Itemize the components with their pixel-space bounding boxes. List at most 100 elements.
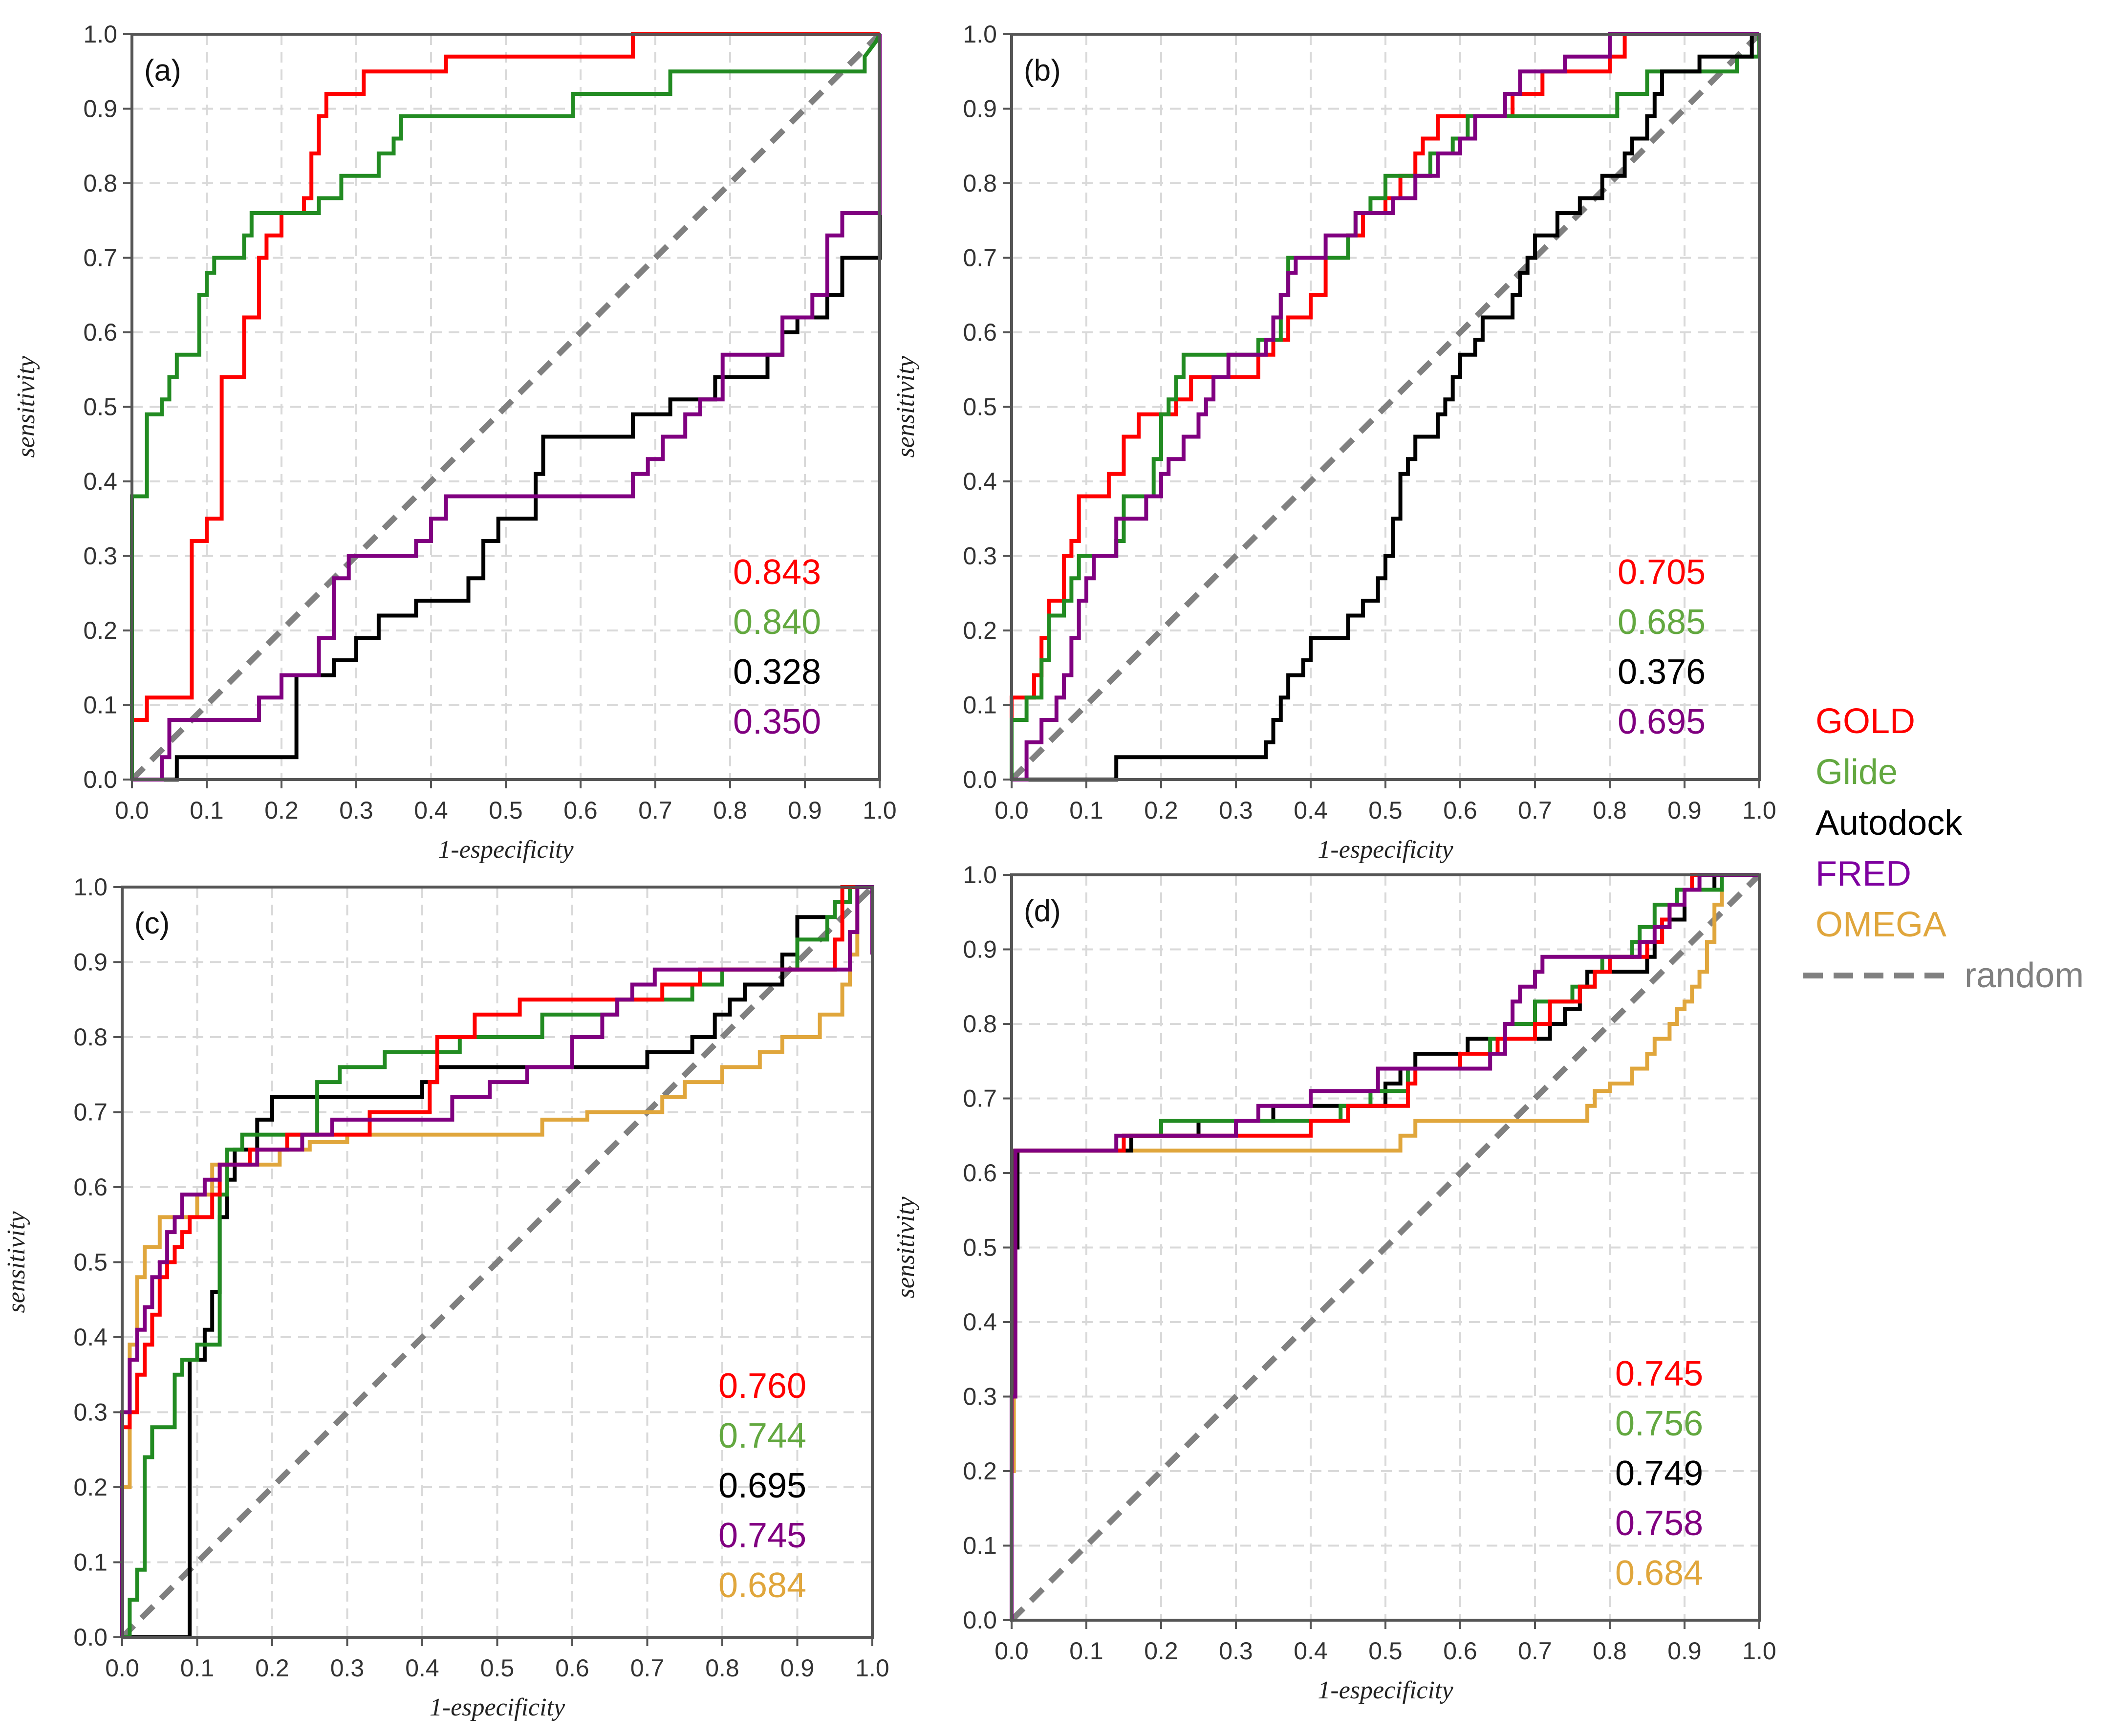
y-tick-label: 1.0 (83, 21, 117, 48)
y-tick-label: 0.7 (963, 1085, 997, 1112)
y-tick-label: 0.8 (73, 1023, 108, 1051)
roc-curve-glide (130, 33, 882, 780)
y-axis-title: sensitivity (12, 356, 40, 458)
x-tick-label: 0.4 (405, 1654, 439, 1682)
x-tick-label: 0.6 (1443, 1637, 1477, 1665)
random-diagonal-line (1009, 32, 1762, 782)
y-tick-label: 0.8 (963, 1010, 997, 1038)
panel-label: (a) (144, 54, 181, 87)
random-diagonal-line (1009, 872, 1762, 1623)
x-tick-label: 0.8 (1593, 1637, 1627, 1665)
y-tick-label: 0.9 (963, 95, 997, 123)
y-axis-title: sensitivity (2, 1211, 30, 1313)
y-tick-label: 0.4 (83, 468, 117, 495)
x-tick-label: 0.8 (1593, 797, 1627, 824)
roc-curve-autodock (132, 34, 882, 781)
auc-value-autodock: 0.695 (718, 1466, 806, 1505)
x-tick-label: 0.8 (713, 797, 747, 824)
x-tick-label: 0.3 (1219, 1637, 1253, 1665)
x-tick-label: 0.1 (190, 797, 224, 824)
auc-value-glide: 0.744 (718, 1416, 806, 1455)
y-tick-label: 0.9 (963, 936, 997, 963)
y-tick-label: 0.1 (963, 692, 997, 719)
roc-curve-fred (1012, 32, 1759, 781)
y-tick-label: 0.2 (73, 1474, 108, 1501)
y-tick-label: 1.0 (963, 861, 997, 889)
y-tick-label: 0.4 (73, 1324, 108, 1351)
x-tick-label: 0.9 (1667, 1637, 1702, 1665)
x-tick-label: 0.0 (105, 1654, 139, 1682)
x-tick-label: 0.0 (994, 1637, 1029, 1665)
y-tick-label: 0.5 (963, 393, 997, 421)
auc-value-gold: 0.843 (733, 553, 821, 592)
x-tick-label: 0.3 (339, 797, 373, 824)
auc-value-fred: 0.745 (718, 1516, 806, 1555)
y-tick-label: 0.6 (963, 1159, 997, 1187)
legend: GOLD Glide Autodock FRED OMEGA random (1803, 702, 2084, 995)
auc-value-gold: 0.745 (1615, 1354, 1703, 1393)
y-tick-label: 0.1 (83, 692, 117, 719)
y-tick-label: 0.2 (963, 1457, 997, 1485)
x-tick-label: 0.6 (1443, 797, 1477, 824)
roc-curve-gold (1010, 32, 1759, 780)
roc-curve-fred (132, 34, 882, 781)
x-tick-label: 0.7 (630, 1654, 665, 1682)
y-tick-label: 0.0 (83, 766, 117, 793)
y-axis-title: sensitivity (892, 1196, 920, 1299)
x-tick-label: 0.1 (1069, 797, 1103, 824)
y-tick-label: 0.3 (963, 1383, 997, 1410)
panel-label: (d) (1024, 894, 1061, 928)
y-tick-label: 0.3 (73, 1399, 108, 1426)
x-tick-label: 0.3 (330, 1654, 365, 1682)
x-tick-label: 0.5 (1368, 797, 1403, 824)
roc-curve-omega (1010, 873, 1759, 1620)
y-axis-title: sensitivity (892, 356, 920, 458)
y-tick-label: 0.5 (963, 1234, 997, 1261)
x-tick-label: 0.6 (555, 1654, 589, 1682)
legend-label-autodock: Autodock (1815, 803, 1963, 843)
auc-value-glide: 0.756 (1615, 1404, 1703, 1443)
x-tick-label: 0.4 (414, 797, 448, 824)
auc-value-autodock: 0.328 (733, 652, 821, 692)
y-tick-label: 1.0 (963, 21, 997, 48)
roc-curve-omega (120, 885, 872, 1637)
auc-value-glide: 0.840 (733, 603, 821, 642)
auc-value-fred: 0.695 (1618, 702, 1706, 741)
x-tick-label: 0.6 (563, 797, 598, 824)
x-tick-label: 0.3 (1219, 797, 1253, 824)
x-tick-label: 0.1 (1069, 1637, 1103, 1665)
x-axis-title: 1-especificity (1318, 1676, 1453, 1704)
chart-panel-c: 0.0 0.1 0.2 0.3 0.4 0.5 0.6 0.7 0.8 0.9 1.0 0.0 0.1 0… (2, 873, 889, 1721)
x-axis-title: 1-especificity (430, 1693, 565, 1721)
roc-curve-fred (1010, 873, 1759, 1620)
x-tick-label: 1.0 (863, 797, 897, 824)
y-tick-label: 0.4 (963, 1308, 997, 1336)
auc-value-autodock: 0.749 (1615, 1454, 1703, 1493)
y-tick-label: 0.4 (963, 468, 997, 495)
auc-value-gold: 0.705 (1618, 553, 1706, 592)
x-tick-label: 0.0 (994, 797, 1029, 824)
y-tick-label: 0.7 (73, 1099, 108, 1126)
x-tick-label: 1.0 (855, 1654, 889, 1682)
roc-curve-autodock (1012, 32, 1759, 781)
y-tick-label: 0.3 (83, 542, 117, 570)
chart-panel-d: 0.0 0.1 0.2 0.3 0.4 0.5 0.6 0.7 0.8 0.9 1.0 0.0 0.1 0… (892, 861, 1776, 1704)
auc-value-omega: 0.684 (718, 1566, 806, 1605)
x-tick-label: 0.5 (1368, 1637, 1403, 1665)
legend-label-random: random (1965, 956, 2084, 995)
x-tick-label: 0.7 (1518, 797, 1552, 824)
y-tick-label: 0.3 (963, 542, 997, 570)
chart-panel-b: 0.0 0.1 0.2 0.3 0.4 0.5 0.6 0.7 0.8 0.9 1.0 0.0 0.1 0… (892, 21, 1776, 864)
y-tick-label: 0.6 (83, 319, 117, 346)
x-tick-label: 0.5 (489, 797, 523, 824)
chart-panel-a: 0.0 0.1 0.2 0.3 0.4 0.5 0.6 0.7 0.8 0.9 1.0 0.0 0.1 0… (12, 21, 897, 864)
x-tick-label: 0.0 (115, 797, 149, 824)
y-tick-label: 0.5 (73, 1249, 108, 1276)
y-tick-label: 1.0 (73, 873, 108, 901)
x-tick-label: 0.9 (1667, 797, 1702, 824)
roc-curve-fred (120, 885, 874, 1637)
x-axis-title: 1-especificity (438, 836, 574, 864)
x-tick-label: 0.2 (264, 797, 299, 824)
